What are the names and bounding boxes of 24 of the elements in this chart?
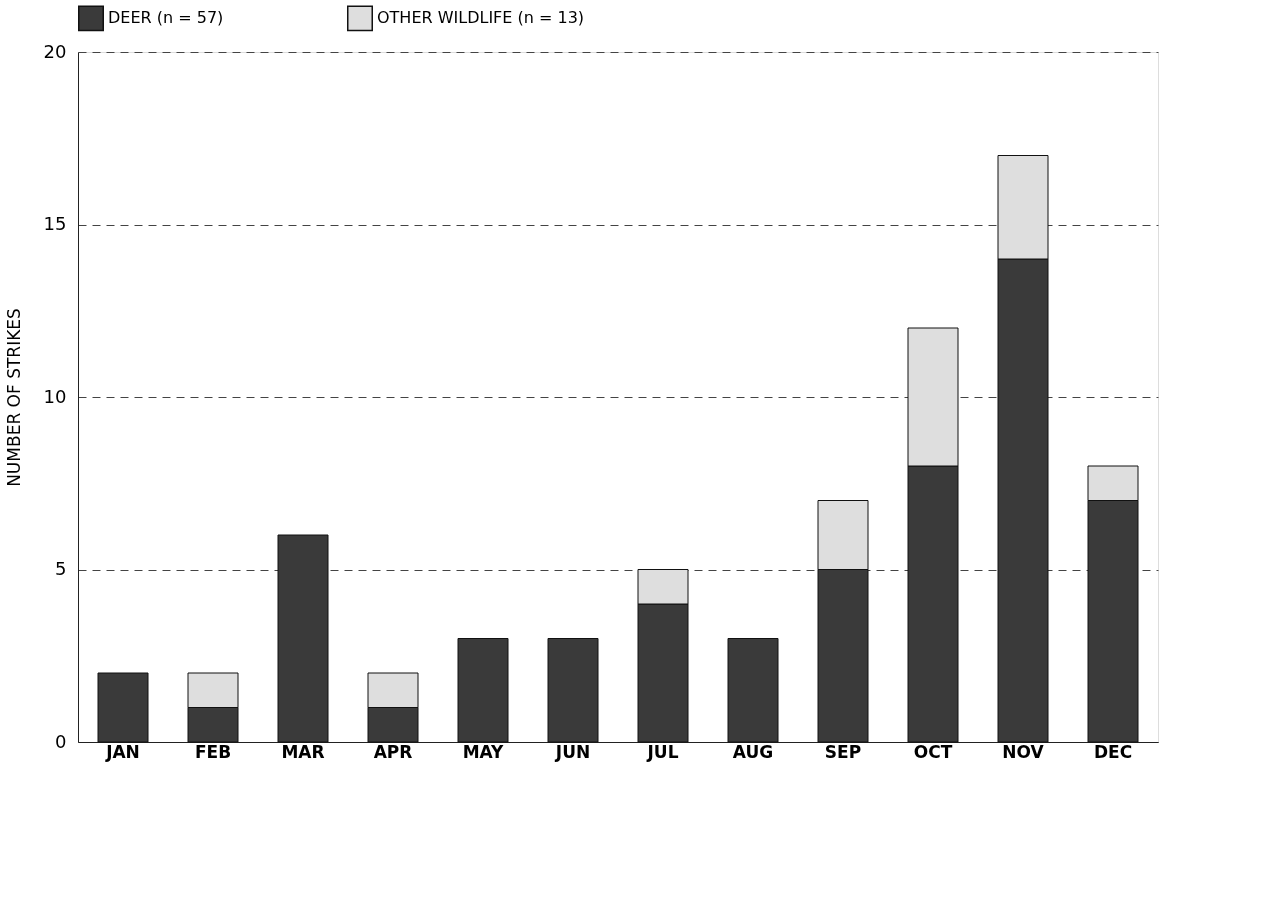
x-tick-label: JUN: [554, 741, 591, 762]
y-tick-label: 5: [55, 558, 67, 579]
y-axis-title: NUMBER OF STRIKES: [3, 308, 24, 487]
x-tick-label: APR: [373, 741, 413, 762]
bar: [547, 638, 599, 743]
x-tick-label: OCT: [913, 741, 953, 762]
legend-label: OTHER WILDLIFE (n = 13): [377, 8, 585, 28]
legend-label: DEER (n = 57): [108, 8, 224, 28]
x-tick-label: MAY: [462, 741, 505, 762]
y-tick-label: 15: [43, 213, 67, 234]
y-tick-label: 20: [43, 40, 67, 62]
bar: [97, 672, 149, 743]
x-tick-label: NOV: [1002, 741, 1045, 762]
bar: [457, 638, 509, 743]
x-tick-label: SEP: [824, 741, 862, 762]
x-tick-label: JAN: [105, 741, 140, 762]
x-tick-label: JUL: [646, 741, 679, 762]
x-tick-label: FEB: [194, 741, 232, 762]
y-tick-label: 10: [43, 385, 67, 407]
y-tick-label: 0: [55, 730, 67, 752]
x-tick-label: AUG: [732, 741, 774, 762]
x-tick-label: DEC: [1093, 741, 1133, 762]
bar: [727, 638, 779, 743]
x-tick-label: MAR: [281, 741, 325, 762]
